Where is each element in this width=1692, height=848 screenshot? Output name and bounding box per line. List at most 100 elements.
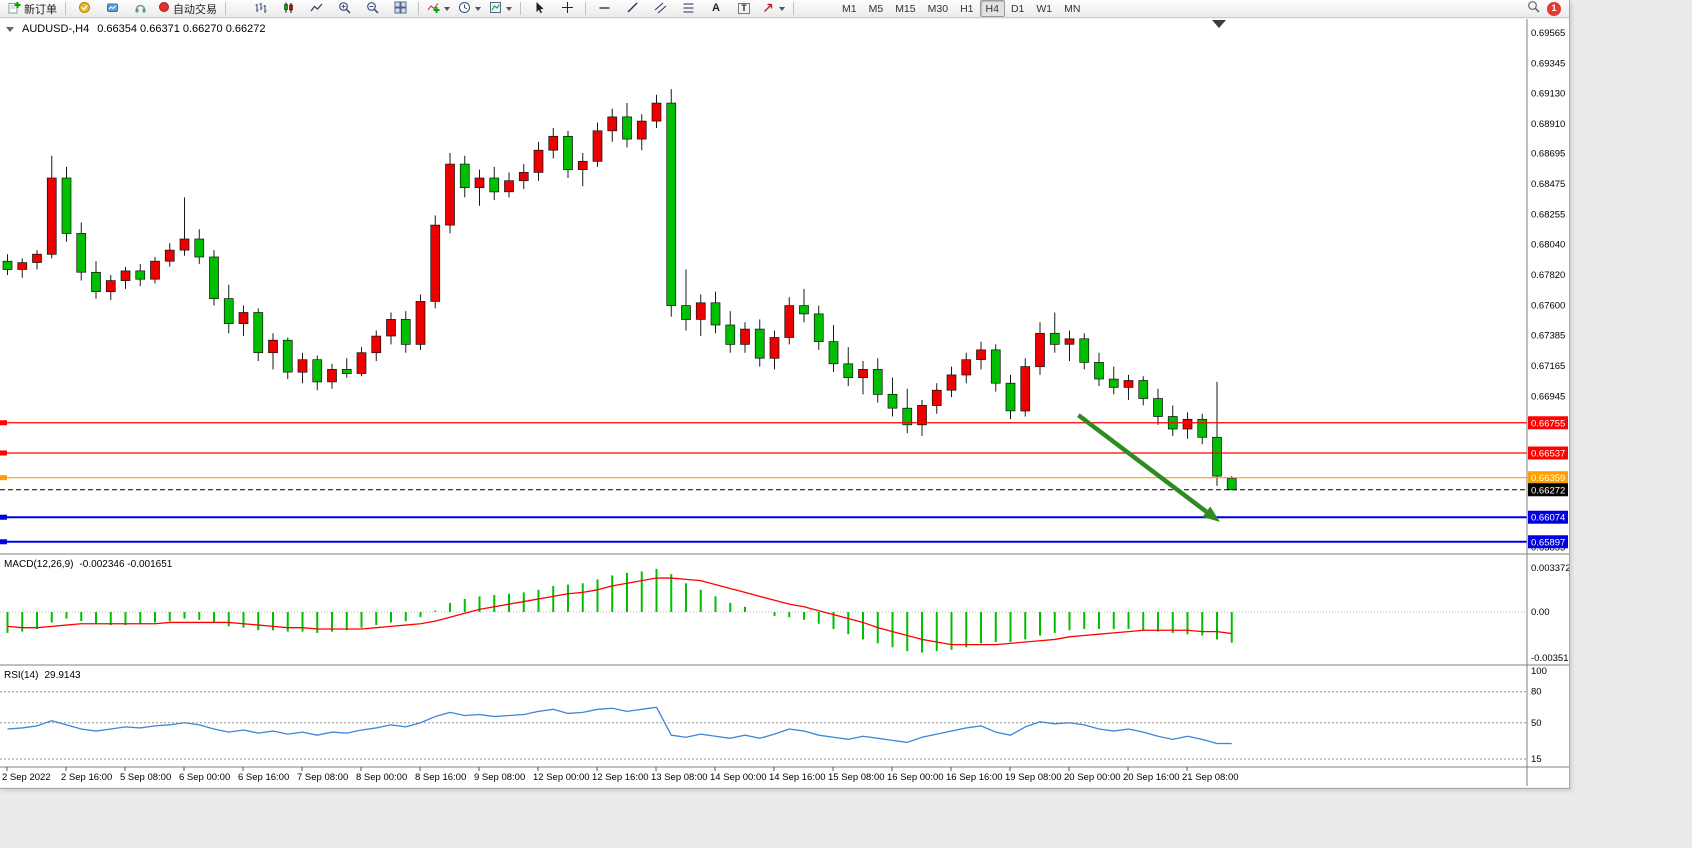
- svg-text:6 Sep 00:00: 6 Sep 00:00: [179, 772, 230, 783]
- periods-button[interactable]: [454, 0, 485, 18]
- trendline-tool-button[interactable]: [618, 0, 646, 18]
- horizontal-line-tool-button[interactable]: [590, 0, 618, 18]
- fibonacci-tool-button[interactable]: [674, 0, 702, 18]
- rsi-value: 29.9143: [44, 670, 81, 681]
- svg-text:12 Sep 00:00: 12 Sep 00:00: [533, 772, 590, 783]
- templates-icon: [489, 1, 502, 17]
- svg-text:0.66359: 0.66359: [1531, 473, 1565, 484]
- svg-text:100: 100: [1531, 666, 1547, 677]
- line-chart-mode-button[interactable]: [302, 0, 330, 18]
- label-tool-button[interactable]: T: [730, 0, 758, 18]
- timeframe-M5[interactable]: M5: [868, 2, 884, 15]
- zoom-in-button[interactable]: [330, 0, 358, 18]
- mt4-window: 新订单 自动交易: [0, 0, 1570, 789]
- new-order-label: 新订单: [24, 3, 57, 16]
- cursor-tool-button[interactable]: [525, 0, 553, 18]
- arrows-tool-button[interactable]: [758, 0, 789, 18]
- bar-chart-icon: [254, 1, 267, 17]
- timeframe-M1[interactable]: M1: [842, 2, 857, 15]
- tile-windows-icon: [394, 1, 407, 17]
- separator: [65, 2, 66, 15]
- svg-text:0.66755: 0.66755: [1531, 418, 1565, 429]
- new-order-icon: [8, 1, 21, 17]
- new-order-button[interactable]: 新订单: [4, 0, 61, 18]
- svg-text:0.68255: 0.68255: [1531, 210, 1565, 221]
- timeframe-M15[interactable]: M15: [895, 2, 916, 15]
- separator: [225, 2, 226, 15]
- market-icon: [78, 1, 91, 17]
- bar-chart-mode-button[interactable]: [246, 0, 274, 18]
- notification-badge[interactable]: 1: [1547, 1, 1561, 16]
- svg-text:80: 80: [1531, 687, 1542, 698]
- indicators-button[interactable]: [423, 0, 454, 18]
- svg-text:0.66537: 0.66537: [1531, 448, 1565, 459]
- svg-text:14 Sep 16:00: 14 Sep 16:00: [769, 772, 826, 783]
- timeframe-H4[interactable]: H4: [979, 0, 1005, 17]
- separator: [793, 2, 794, 15]
- vps-button[interactable]: [126, 0, 154, 18]
- chart-canvas[interactable]: 0.69565 0.69345 0.69130 0.68910 0.68695 0.684…: [0, 19, 1569, 787]
- candlestick-mode-button[interactable]: [274, 0, 302, 18]
- zoom-in-icon: [338, 1, 351, 17]
- timeframe-MN[interactable]: MN: [1064, 2, 1081, 15]
- svg-text:15 Sep 08:00: 15 Sep 08:00: [828, 772, 885, 783]
- timeframe-group: M1 M5 M15 M30 H1 H4 D1 W1 MN: [836, 0, 1086, 17]
- symbol-period: AUDUSD-,H4: [22, 23, 90, 35]
- candlestick-icon: [282, 1, 295, 17]
- svg-text:0.67385: 0.67385: [1531, 330, 1565, 341]
- svg-text:0.003372: 0.003372: [1531, 563, 1569, 574]
- zoom-out-button[interactable]: [358, 0, 386, 18]
- svg-text:-0.003519: -0.003519: [1531, 653, 1569, 664]
- autotrading-button[interactable]: 自动交易: [154, 0, 221, 18]
- svg-text:9 Sep 08:00: 9 Sep 08:00: [474, 772, 525, 783]
- trendline-icon: [626, 1, 639, 17]
- macd-pane-label: MACD(12,26,9) -0.002346 -0.001651: [4, 559, 178, 570]
- signals-button[interactable]: [98, 0, 126, 18]
- text-tool-button[interactable]: A: [702, 0, 730, 18]
- separator: [520, 2, 521, 15]
- market-button[interactable]: [70, 0, 98, 18]
- zoom-out-icon: [366, 1, 379, 17]
- timeframe-W1[interactable]: W1: [1036, 2, 1053, 15]
- chart-title: AUDUSD-,H4 0.66354 0.66371 0.66270 0.662…: [6, 23, 265, 35]
- svg-text:0.67600: 0.67600: [1531, 301, 1565, 312]
- svg-text:12 Sep 16:00: 12 Sep 16:00: [592, 772, 649, 783]
- macd-values: -0.002346 -0.001651: [79, 559, 173, 570]
- svg-text:0.68910: 0.68910: [1531, 119, 1565, 130]
- svg-text:20 Sep 00:00: 20 Sep 00:00: [1064, 772, 1121, 783]
- autotrading-icon: [158, 1, 170, 16]
- autotrading-label: 自动交易: [173, 3, 217, 16]
- svg-text:5 Sep 08:00: 5 Sep 08:00: [120, 772, 171, 783]
- ohlc-values: 0.66354 0.66371 0.66270 0.66272: [97, 23, 266, 35]
- toolbar-right: 1: [1527, 0, 1565, 18]
- svg-text:16 Sep 00:00: 16 Sep 00:00: [887, 772, 944, 783]
- timeframe-H1[interactable]: H1: [960, 2, 974, 15]
- horizontal-line-icon: [598, 1, 611, 17]
- search-icon[interactable]: [1527, 0, 1540, 18]
- templates-button[interactable]: [485, 0, 516, 18]
- svg-text:0.69130: 0.69130: [1531, 88, 1565, 99]
- arrow-shape-icon: [762, 1, 775, 17]
- svg-text:8 Sep 16:00: 8 Sep 16:00: [415, 772, 466, 783]
- channel-tool-button[interactable]: [646, 0, 674, 18]
- channel-icon: [654, 1, 667, 17]
- separator: [418, 2, 419, 15]
- svg-text:20 Sep 16:00: 20 Sep 16:00: [1123, 772, 1180, 783]
- crosshair-tool-button[interactable]: [553, 0, 581, 18]
- separator: [585, 2, 586, 15]
- one-click-trading-toggle[interactable]: [6, 26, 14, 32]
- tile-windows-button[interactable]: [386, 0, 414, 18]
- line-chart-icon: [309, 1, 323, 17]
- svg-text:15: 15: [1531, 754, 1542, 765]
- svg-text:14 Sep 00:00: 14 Sep 00:00: [710, 772, 767, 783]
- svg-text:0.68695: 0.68695: [1531, 149, 1565, 160]
- timeframe-D1[interactable]: D1: [1010, 2, 1025, 15]
- svg-text:16 Sep 16:00: 16 Sep 16:00: [946, 772, 1003, 783]
- svg-text:0.67820: 0.67820: [1531, 270, 1565, 281]
- toolbar: 新订单 自动交易: [0, 0, 1569, 18]
- svg-text:0.68475: 0.68475: [1531, 179, 1565, 190]
- chevron-down-icon: [444, 6, 450, 11]
- svg-text:0.69565: 0.69565: [1531, 28, 1565, 39]
- timeframe-M30[interactable]: M30: [927, 2, 949, 15]
- svg-text:19 Sep 08:00: 19 Sep 08:00: [1005, 772, 1062, 783]
